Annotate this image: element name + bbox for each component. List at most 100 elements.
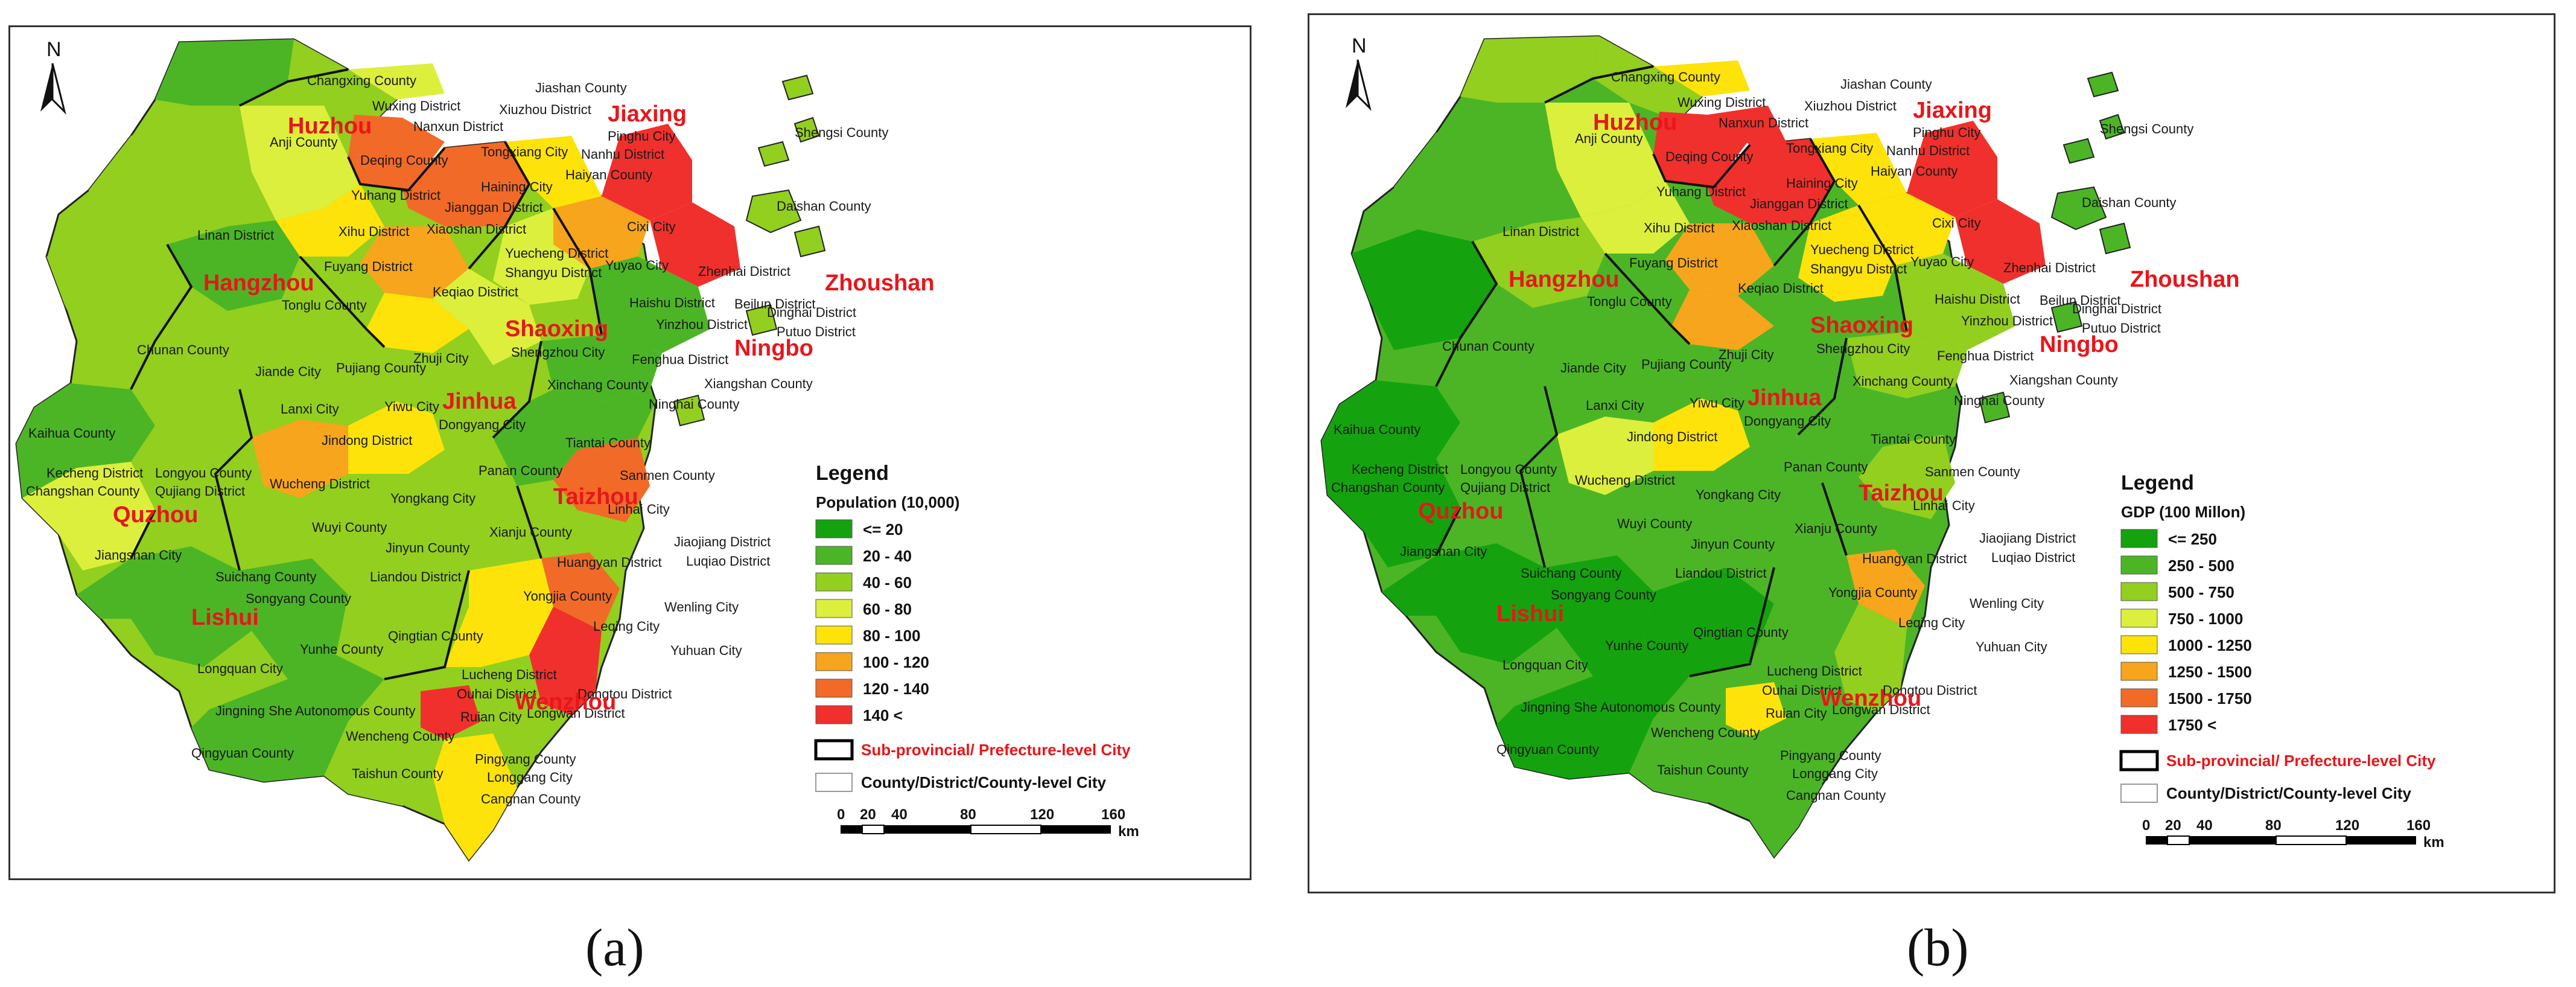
county-label: Qingyuan County xyxy=(191,746,294,761)
county-label: Haining City xyxy=(481,179,553,194)
county-label: Wucheng District xyxy=(1575,473,1675,488)
county-label: Linhai City xyxy=(1913,498,1975,513)
legend: Legend Population (10,000) <= 20 20 - 40 4… xyxy=(814,462,1131,792)
county-label: Leqing City xyxy=(593,619,660,634)
county-label: Cangnan County xyxy=(481,791,580,807)
county-label: Yuhang District xyxy=(351,188,440,203)
svg-text:160: 160 xyxy=(1101,807,1125,823)
county-label: Ruian City xyxy=(460,709,521,724)
city-label: Jinhua xyxy=(1748,385,1822,410)
county-label: Anji County xyxy=(1575,131,1643,146)
county-label: Keqiao District xyxy=(1738,281,1824,296)
county-label: Longyou County xyxy=(155,465,252,481)
legend-swatch xyxy=(2120,688,2158,708)
county-label: Yuhuan City xyxy=(670,643,742,658)
legend-swatch xyxy=(815,599,853,618)
county-label: Tongxiang City xyxy=(1786,141,1873,156)
county-label: Nanhu District xyxy=(581,147,664,162)
county-label: Yinzhou District xyxy=(656,317,748,332)
county-label: Yuecheng District xyxy=(505,246,608,261)
county-labels: Changxing County Jiashan County Wuxing D… xyxy=(26,73,888,807)
county-label: Jianggan District xyxy=(445,200,543,215)
svg-text:120: 120 xyxy=(1030,807,1054,823)
county-label: Yunhe County xyxy=(300,642,383,657)
county-label: Shengzhou City xyxy=(511,345,605,360)
city-label: Shaoxing xyxy=(505,316,608,342)
legend-title: Legend xyxy=(2121,471,2194,494)
county-label: Nanxun District xyxy=(1719,115,1808,130)
county-label: Luqiao District xyxy=(686,554,770,569)
county-label: Wencheng County xyxy=(1651,725,1760,740)
county-label: Anji County xyxy=(270,135,338,150)
county-label: Qujiang District xyxy=(1460,480,1550,495)
county-label: Cixi City xyxy=(1932,216,1981,231)
county-label: Qujiang District xyxy=(155,484,245,499)
legend-label: 1250 - 1500 xyxy=(2168,663,2252,681)
scale-bar: 0 20 40 80 120 160 km xyxy=(2142,817,2444,851)
city-label: Zhoushan xyxy=(825,270,935,296)
county-label: Shengsi County xyxy=(795,125,888,140)
legend-label: 1000 - 1250 xyxy=(2168,636,2252,654)
county-label: Daishan County xyxy=(777,199,871,214)
city-label: Lishui xyxy=(1496,601,1564,627)
legend-label: 80 - 100 xyxy=(863,627,920,645)
county-label: Haishu District xyxy=(629,295,715,310)
county-label: Pujiang County xyxy=(1641,357,1731,372)
prefecture-boundaries xyxy=(1435,65,1908,677)
county-label: Yuhang District xyxy=(1656,184,1746,199)
county-label: Ouhai District xyxy=(1762,683,1842,698)
city-label: Zhoushan xyxy=(2130,267,2240,292)
county-label: Liandou District xyxy=(370,569,462,584)
county-label: Tongxiang City xyxy=(481,144,568,159)
county-label: Shengzhou City xyxy=(1816,341,1910,356)
county-label: Pinghu City xyxy=(608,129,676,144)
county-label: Pinghu City xyxy=(1913,125,1981,140)
county-label: Wenling City xyxy=(664,599,739,615)
county-label: Dongyang City xyxy=(1744,414,1831,429)
legend-swatch-county-boundary xyxy=(815,773,853,792)
legend-label: 250 - 500 xyxy=(2168,557,2234,575)
county-label: Jiangshan City xyxy=(95,548,182,563)
county-label: Haining City xyxy=(1786,176,1858,191)
legend-label: 140 < xyxy=(863,706,903,724)
svg-text:20: 20 xyxy=(2165,817,2181,834)
county-label: Linan District xyxy=(1503,224,1579,239)
county-label: Tiantai County xyxy=(1871,432,1956,447)
legend-swatch xyxy=(2120,529,2158,548)
city-label: Huzhou xyxy=(1593,110,1677,135)
caption-a: (a) xyxy=(585,919,644,977)
legend-label-county-boundary: County/District/County-level City xyxy=(861,773,1106,791)
legend-swatch xyxy=(815,705,853,724)
legend-swatch-county-boundary xyxy=(2120,784,2158,803)
prefecture-boundaries xyxy=(130,68,603,680)
city-label: Taizhou xyxy=(1859,481,1944,506)
county-label: Huangyan District xyxy=(1862,551,1967,566)
region-fills xyxy=(1321,36,2046,857)
county-label: Yongkang City xyxy=(390,491,475,506)
county-label: Shengsi County xyxy=(2100,121,2193,136)
county-label: Suichang County xyxy=(215,569,317,584)
county-label: Kecheng District xyxy=(46,465,143,481)
county-labels: Changxing County Jiashan County Wuxing D… xyxy=(1331,69,2193,803)
county-label: Xiaoshan District xyxy=(1732,218,1831,233)
county-label: Linan District xyxy=(197,228,274,243)
county-label: Liandou District xyxy=(1675,566,1767,581)
north-arrow: N xyxy=(1346,34,1372,111)
county-label: Jianggan District xyxy=(1750,196,1848,211)
county-label: Yiwu City xyxy=(384,399,439,414)
legend-label: 40 - 60 xyxy=(863,573,912,592)
county-label: Haishu District xyxy=(1935,292,2020,307)
county-label: Dongyang City xyxy=(439,417,526,432)
county-label: Jingning She Autonomous County xyxy=(215,703,415,718)
county-label: Deqing County xyxy=(1665,149,1754,164)
legend-swatch xyxy=(2120,608,2158,628)
county-label: Taishun County xyxy=(352,766,444,781)
county-label: Longgang City xyxy=(1792,766,1878,781)
city-label: Ningbo xyxy=(734,336,813,361)
county-label: Fenghua District xyxy=(1937,348,2034,363)
legend-label: 120 - 140 xyxy=(863,680,929,698)
county-label: Zhuji City xyxy=(413,351,469,366)
county-label: Jindong District xyxy=(322,433,412,448)
county-label: Beilun District xyxy=(734,296,815,311)
city-label: Quzhou xyxy=(1418,499,1503,524)
